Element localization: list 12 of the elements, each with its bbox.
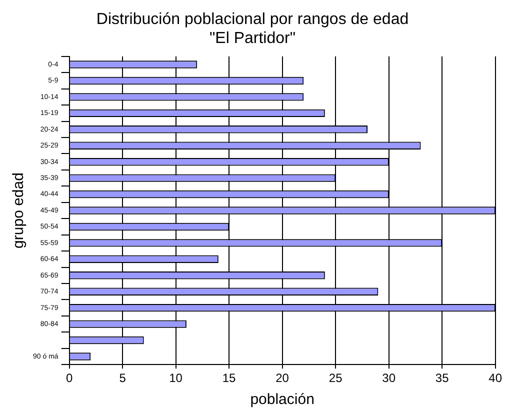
x-tick-label: 25 bbox=[328, 371, 343, 386]
x-tick-label: 15 bbox=[222, 371, 236, 386]
y-axis-title: grupo edad bbox=[10, 172, 28, 248]
x-axis-title: población bbox=[250, 391, 314, 408]
x-tick-label: 0 bbox=[66, 371, 73, 386]
x-tick-label: 5 bbox=[119, 371, 126, 386]
x-tick-label: 30 bbox=[382, 371, 396, 386]
x-tick-label: 35 bbox=[435, 371, 450, 386]
chart-title: Distribución poblacional por rangos de edad "El Partidor" bbox=[96, 11, 409, 48]
x-tick-label: 10 bbox=[169, 371, 183, 386]
x-tick-label: 20 bbox=[276, 371, 290, 386]
x-tick-label: 40 bbox=[488, 371, 502, 386]
